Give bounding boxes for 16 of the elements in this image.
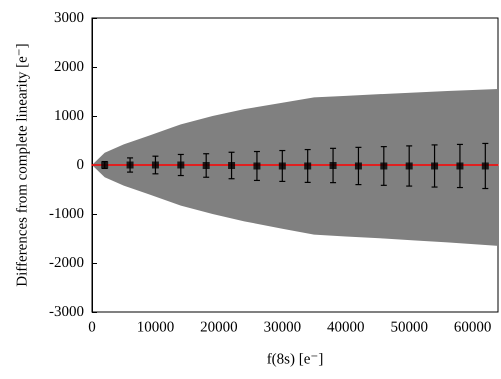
x-tick-label: 40000: [327, 320, 364, 336]
y-tick-label: -2000: [49, 255, 84, 271]
x-tick-label: 50000: [390, 320, 428, 336]
x-tick-label: 20000: [200, 320, 238, 336]
y-tick-label: 0: [76, 157, 84, 173]
x-tick-label: 0: [88, 320, 96, 336]
y-tick-label: 2000: [54, 59, 84, 75]
y-tick-label: 3000: [54, 10, 84, 26]
y-tick-label: -1000: [49, 206, 84, 222]
y-axis-title: Differences from complete linearity [e⁻]: [14, 43, 30, 287]
x-axis-title: f(8s) [e⁻]: [266, 352, 324, 368]
x-tick-label: 10000: [136, 320, 174, 336]
x-tick-label: 60000: [454, 320, 492, 336]
y-tick-label: -3000: [49, 304, 84, 320]
y-tick-label: 1000: [54, 108, 84, 124]
x-tick-label: 30000: [264, 320, 302, 336]
